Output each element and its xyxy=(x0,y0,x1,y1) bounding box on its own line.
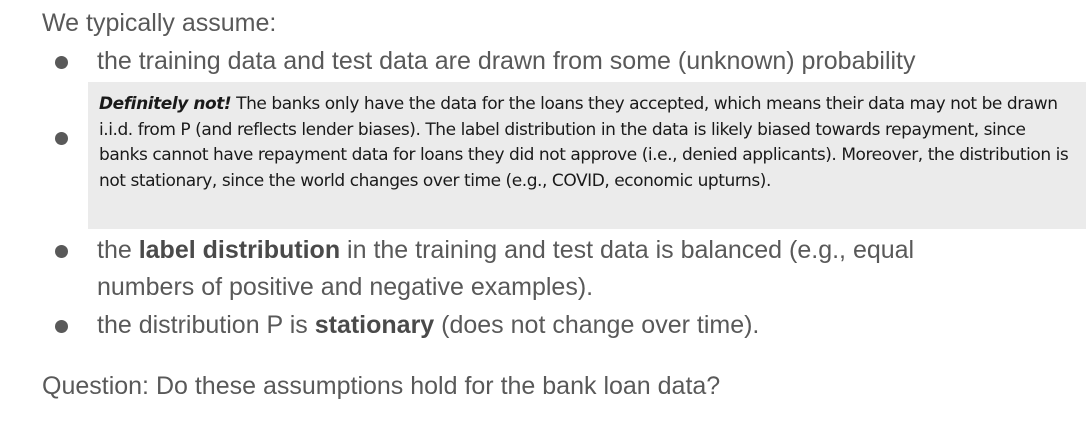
question-text: Question: Do these assumptions hold for … xyxy=(42,372,721,400)
assumption-stationary-bold: stationary xyxy=(314,311,435,339)
answer-note-body: The banks only have the data for the loa… xyxy=(99,94,1069,191)
intro-heading: We typically assume: xyxy=(42,9,277,37)
assumption-stationary: the distribution P is stationary (does n… xyxy=(97,307,759,344)
assumption-label-bold: label distribution xyxy=(138,236,341,264)
answer-note-lead: Definitely not! xyxy=(99,94,232,114)
bullet-2 xyxy=(55,132,68,145)
answer-note: Definitely not! The banks only have the … xyxy=(99,92,1074,194)
assumption-label-post: in the training and test data is balance… xyxy=(340,236,915,264)
bullet-4 xyxy=(55,320,68,333)
assumption-iid: the training data and test data are draw… xyxy=(97,43,916,80)
assumption-label-line2: numbers of positive and negative example… xyxy=(97,273,594,301)
assumption-label-pre: the xyxy=(97,236,139,264)
assumption-stationary-pre: the distribution P is xyxy=(97,311,315,339)
bullet-1 xyxy=(55,56,68,69)
assumption-label-balance: the label distribution in the training a… xyxy=(97,232,914,306)
assumption-stationary-post: (does not change over time). xyxy=(434,311,760,339)
assumption-iid-text: the training data and test data are draw… xyxy=(97,47,916,75)
answer-highlight-box xyxy=(88,82,1086,229)
bullet-3 xyxy=(55,245,68,258)
